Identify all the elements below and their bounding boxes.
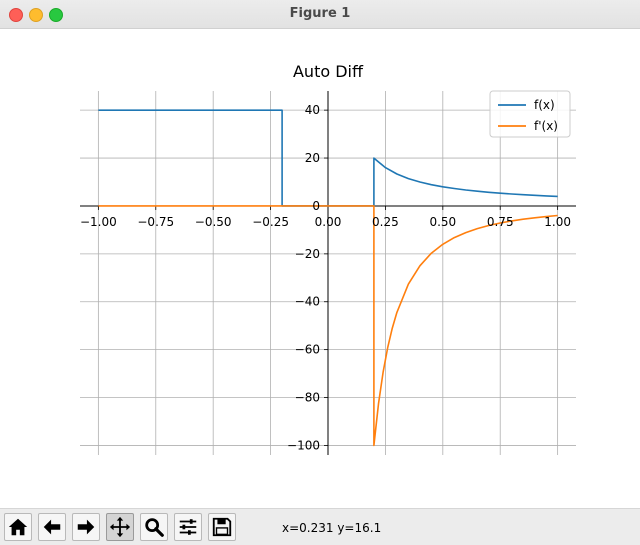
y-tick-label-0: −100 — [287, 438, 320, 452]
x-tick-label-1: −0.75 — [137, 215, 174, 229]
home-icon — [8, 518, 28, 536]
pan-icon — [109, 516, 131, 538]
window-titlebar: Figure 1 — [0, 0, 640, 29]
save-button[interactable] — [208, 513, 236, 541]
x-tick-label-3: −0.25 — [252, 215, 289, 229]
y-tick-label-5: 0 — [312, 199, 320, 213]
legend-label-0: f(x) — [534, 98, 555, 112]
figure-canvas[interactable]: −1.00 −0.75 −0.50 −0.25 0.00 0.25 0.50 0.75 1.00… — [0, 29, 640, 508]
x-tick-label-7: 0.75 — [487, 215, 514, 229]
x-tick-label-8: 1.00 — [544, 215, 571, 229]
home-button[interactable] — [4, 513, 32, 541]
configure-subplots-button[interactable] — [174, 513, 202, 541]
back-button[interactable] — [38, 513, 66, 541]
maximize-window-button[interactable] — [49, 8, 63, 22]
x-tick-label-4: 0.00 — [315, 215, 342, 229]
minimize-window-button[interactable] — [29, 8, 43, 22]
save-icon — [212, 517, 232, 537]
legend-box — [489, 90, 571, 138]
forward-icon — [77, 519, 95, 535]
x-tick-label-2: −0.50 — [195, 215, 232, 229]
close-window-button[interactable] — [9, 8, 23, 22]
configure-subplots-icon — [179, 519, 197, 535]
series-line-0 — [98, 109, 558, 207]
tick-labels: −1.00 −0.75 −0.50 −0.25 0.00 0.25 0.50 0.75 1.00… — [80, 103, 571, 452]
y-tick-label-2: −60 — [295, 343, 320, 357]
y-tick-label-1: −80 — [295, 391, 320, 405]
back-icon — [43, 519, 61, 535]
y-tick-label-6: 20 — [305, 151, 320, 165]
plot-lines — [98, 109, 558, 447]
forward-button[interactable] — [72, 513, 100, 541]
window-title: Figure 1 — [289, 6, 351, 21]
pan-button[interactable] — [106, 513, 134, 541]
zoom-icon — [145, 518, 164, 537]
cursor-coordinates: x=0.231 y=16.1 — [282, 521, 382, 535]
x-tick-label-5: 0.25 — [372, 215, 399, 229]
chart-title: Auto Diff — [293, 62, 364, 81]
y-tick-label-3: −40 — [295, 295, 320, 309]
axes — [80, 91, 576, 455]
x-tick-label-0: −1.00 — [80, 215, 117, 229]
legend: f(x) f'(x) — [489, 90, 571, 138]
y-tick-label-4: −20 — [295, 247, 320, 261]
series-line-1 — [98, 205, 558, 447]
zoom-button[interactable] — [140, 513, 168, 541]
navigation-toolbar: x=0.231 y=16.1 — [0, 508, 640, 545]
auto-diff-chart[interactable]: −1.00 −0.75 −0.50 −0.25 0.00 0.25 0.50 0.75 1.00… — [0, 29, 640, 508]
y-tick-label-7: 40 — [305, 103, 320, 117]
x-tick-label-6: 0.50 — [429, 215, 456, 229]
legend-label-1: f'(x) — [534, 119, 558, 133]
